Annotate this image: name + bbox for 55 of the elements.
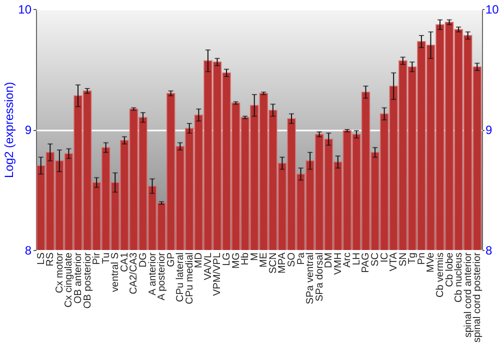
x-tick-label: CPu medial [184,252,196,304]
x-tick-label: spinal cord posterior [472,252,484,343]
x-tick-label: VMH [332,252,344,275]
x-tick-label: M [249,252,260,261]
x-tick-label: A posterior [156,252,168,300]
x-tick-label: CPu lateral [175,252,186,302]
x-tick-label: ME [258,252,270,268]
x-tick-label: Cb nucleus [454,252,465,303]
x-tick-label: LH [351,252,362,266]
y2-tick-label: 9 [486,123,492,137]
x-tick-label: Pa [296,252,307,265]
x-tick-label: spinal cord anterior [462,252,474,338]
y-tick-label: 9 [24,123,32,137]
x-tick-label: Cb lobe [444,252,456,287]
y-tick-label: 8 [24,244,32,258]
x-tick-label: Tg [407,252,418,264]
x-tick-label: Cx cingulate [64,252,75,308]
x-tick-label: PAG [360,252,372,273]
x-tick-label: A anterior [147,252,158,296]
x-tick-label: SO [286,252,298,267]
x-tick-label: Arc [342,252,354,268]
x-tick-label: SPa dorsal [314,252,326,302]
x-tick-label: MD [194,252,205,268]
x-tick-label: DM [324,252,335,268]
x-tick-label: OB posterior [82,252,94,309]
x-tick-label: CA1 [119,252,130,272]
x-tick-label: VA/VL [202,252,214,280]
x-tick-label: Hb [240,252,252,266]
x-tick-label: LS [36,252,47,265]
x-tick-label: Pir [92,252,103,265]
x-tick-label: Cx motor [54,252,66,294]
x-tick-label: VTA [388,252,400,272]
x-tick-label: MVe [426,252,437,273]
x-tick-label: SPa ventral [305,252,316,304]
x-tick-label: ventral S [110,252,122,292]
x-tick-label: MPA [277,252,288,274]
x-tick-label: SN [398,252,409,266]
x-tick-label: VPM/VPL [212,252,224,296]
y-axis-title: Log2 (expression) [2,82,16,178]
x-tick-label: CA2/CA3 [128,252,140,294]
x-tick-label: DG [138,252,149,268]
x-tick-label: Pn [416,252,428,265]
x-tick-label: LG [222,252,233,266]
x-tick-label: MG [230,252,242,269]
x-tick-label: SCN [268,252,279,274]
x-tick-label: GP [166,252,177,267]
y2-tick-label: 10 [486,2,500,16]
x-tick-label: Cb vermis [435,252,446,298]
x-tick-label: RS [45,252,56,266]
x-tick-label: Tu [100,252,112,264]
x-tick-label: SC [370,252,382,266]
x-tick-label: IC [379,252,390,262]
y2-tick-label: 8 [486,244,492,258]
y-tick-label: 10 [18,2,32,16]
x-tick-label: OB anterior [73,252,84,304]
